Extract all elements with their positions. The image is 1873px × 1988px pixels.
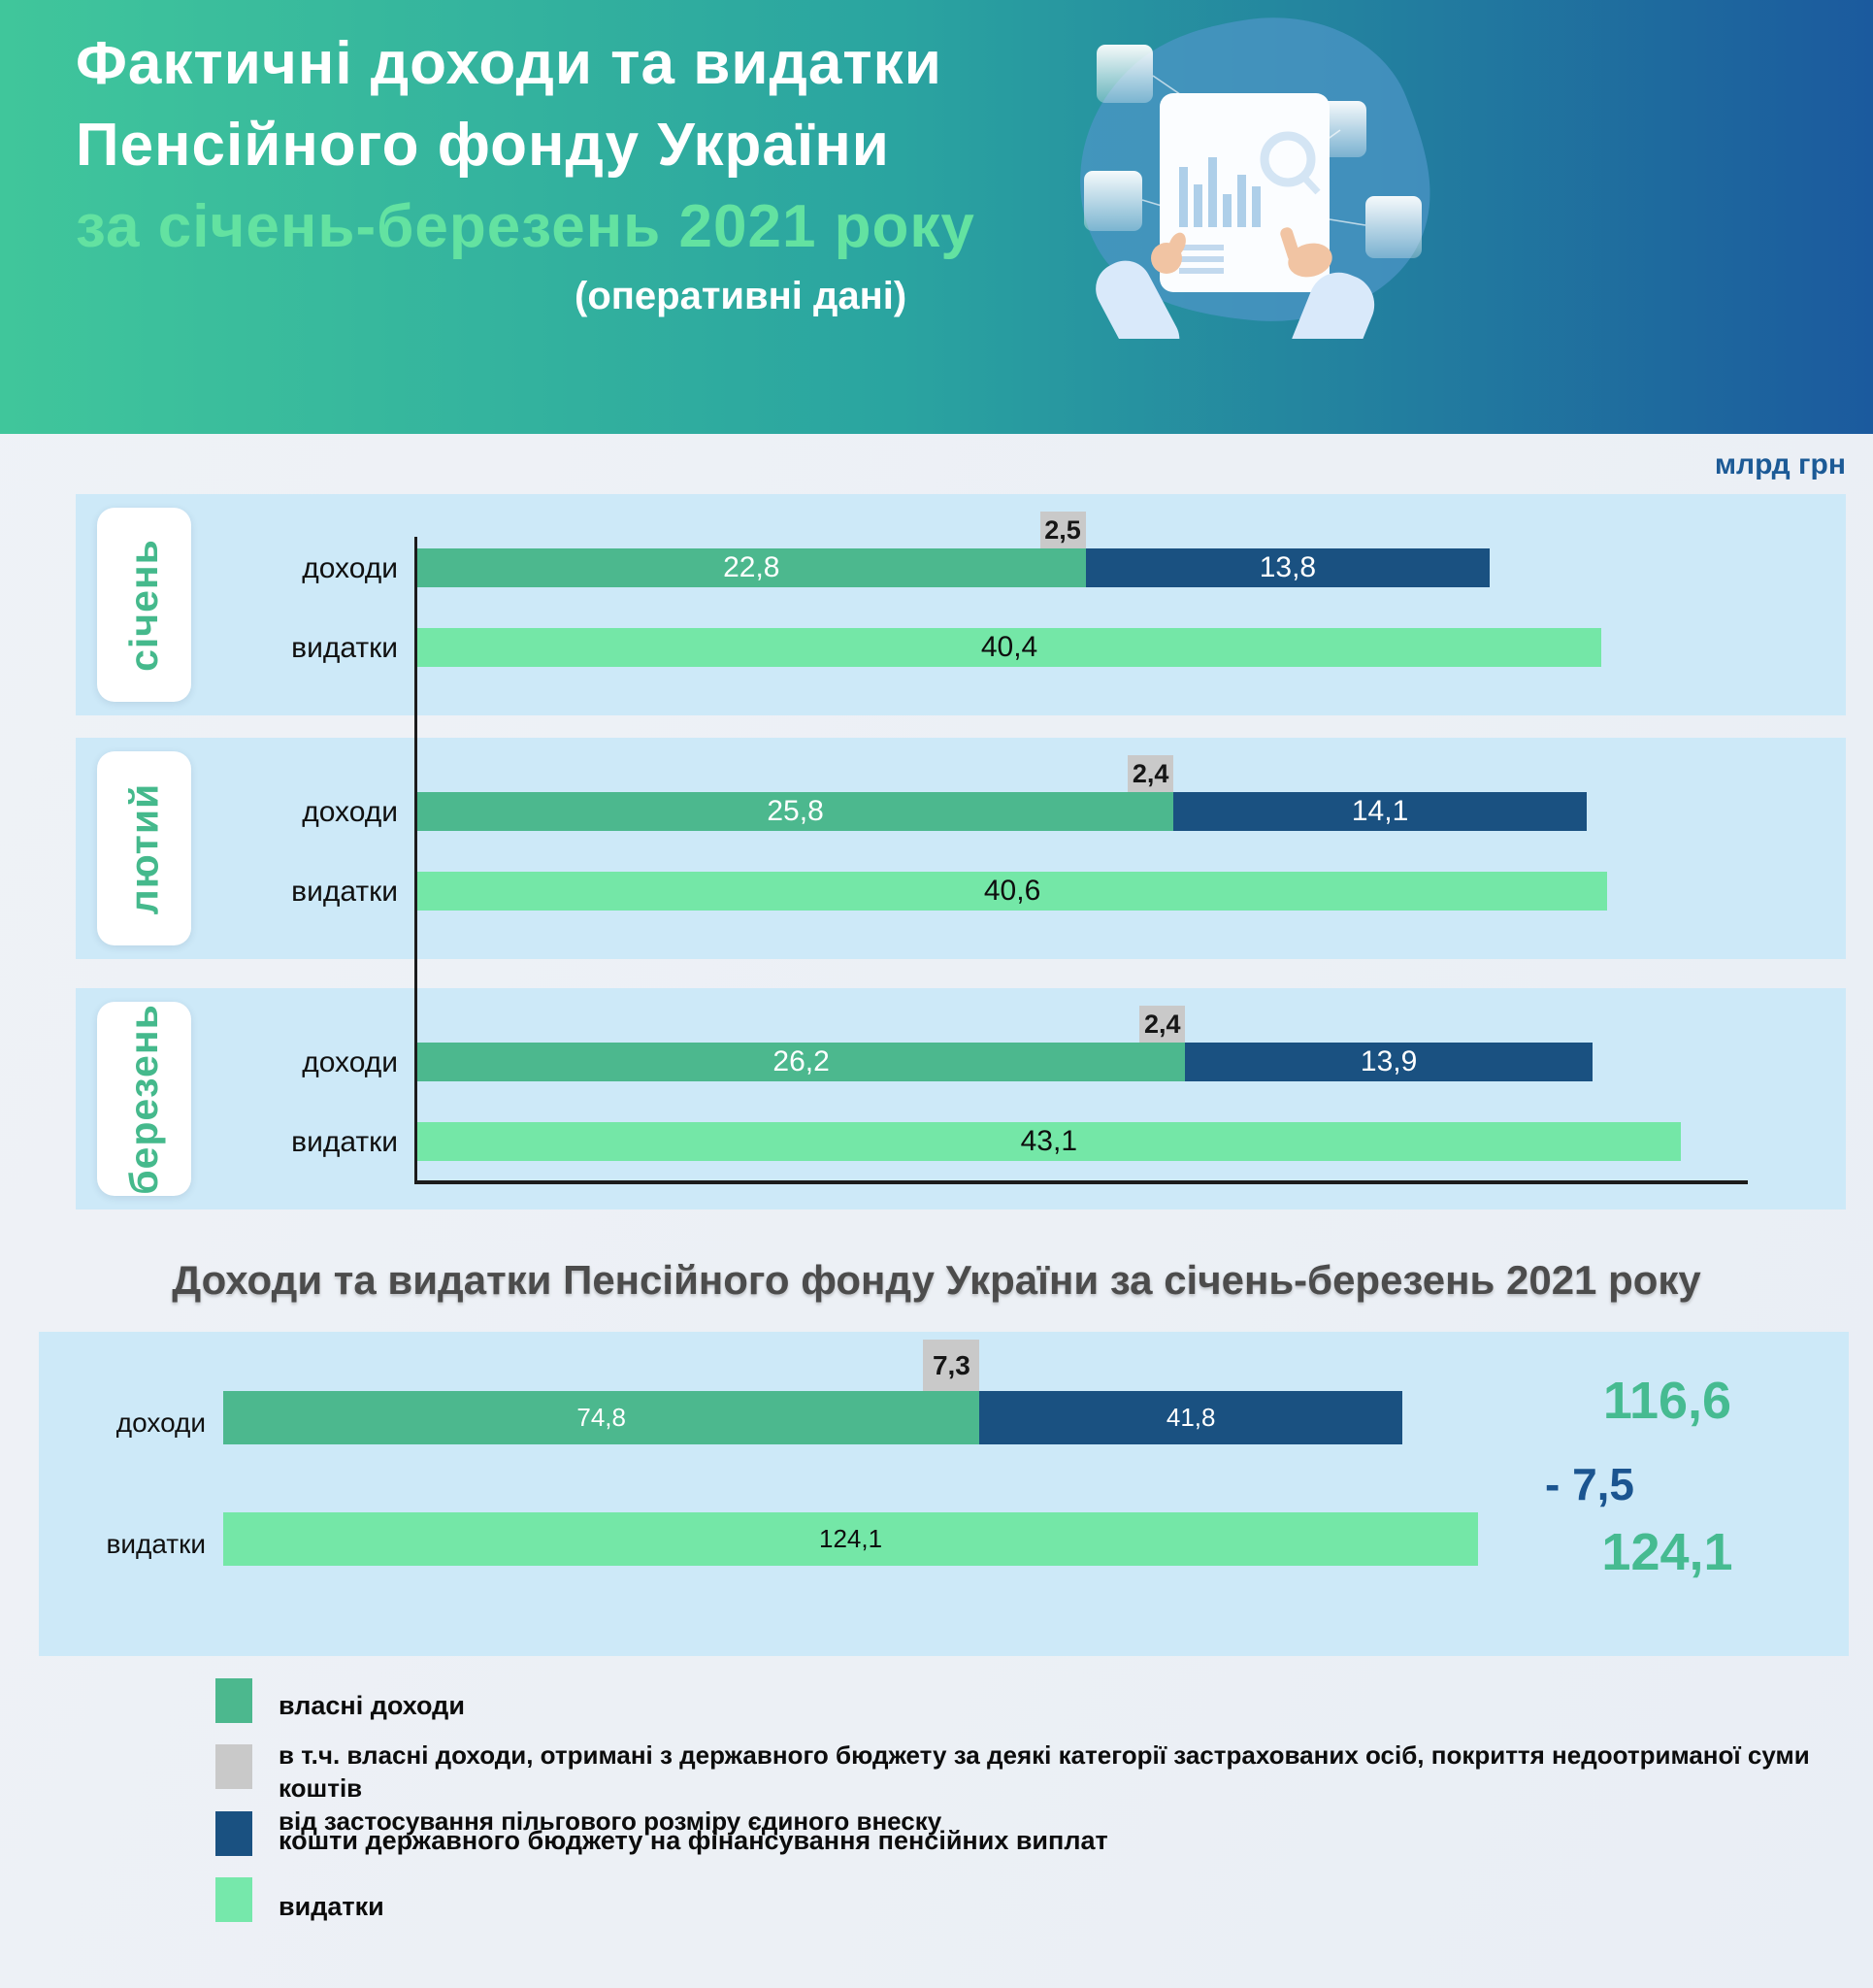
included-tag: 2,4: [1139, 1006, 1186, 1043]
expense-bar: 40,4: [417, 628, 1602, 667]
own-income-value: 22,8: [723, 551, 780, 583]
summary-state-budget-value: 41,8: [1166, 1403, 1216, 1432]
own-income-value: 26,2: [772, 1045, 830, 1077]
month-label-box: березень: [97, 1002, 191, 1196]
included-tag: 2,4: [1128, 755, 1174, 792]
card-icon: [1365, 196, 1422, 258]
state-budget-value: 13,9: [1360, 1045, 1418, 1077]
month-panel-february: лютий доходи видатки 2,4 25,8 14,1 40,6: [76, 738, 1846, 959]
right-hand-icon: [1280, 227, 1375, 339]
state-budget-bar: 13,8: [1085, 548, 1491, 587]
month-label: березень: [121, 1003, 166, 1195]
summary-included-tag: 7,3: [923, 1340, 980, 1391]
card-icon: [1084, 171, 1142, 231]
included-tag: 2,5: [1039, 512, 1086, 548]
income-total-value: 116,6: [1602, 1372, 1732, 1430]
page-title-line1: Фактичні доходи та видатки: [76, 30, 942, 97]
summary-included-tag-value: 7,3: [932, 1349, 970, 1380]
month-panel-january: січень доходи видатки 2,5 22,8 13,8 40,4: [76, 494, 1846, 715]
state-budget-value: 14,1: [1351, 795, 1409, 827]
own-income-bar: 26,2: [417, 1043, 1186, 1081]
state-budget-bar: 13,9: [1185, 1043, 1593, 1081]
summary-expense-bar: 124,1: [223, 1512, 1479, 1566]
expense-total-value: 124,1: [1601, 1523, 1733, 1581]
legend-swatch-expense: [215, 1877, 252, 1922]
summary-own-income-bar: 74,8: [223, 1391, 980, 1444]
own-income-bar: 25,8: [417, 792, 1174, 831]
own-income-bar: 22,8: [417, 548, 1086, 587]
summary-expense-label: видатки: [106, 1529, 206, 1559]
legend-swatch-own-income: [215, 1678, 252, 1723]
included-tag-value: 2,4: [1143, 1009, 1181, 1039]
included-tag-value: 2,4: [1132, 758, 1169, 788]
month-label-box: лютий: [97, 751, 191, 945]
summary-state-budget-bar: 41,8: [979, 1391, 1402, 1444]
expense-value: 40,4: [980, 631, 1038, 663]
legend-label-expense: видатки: [279, 1892, 384, 1921]
month-label-box: січень: [97, 508, 191, 702]
analytics-illustration: [1080, 17, 1430, 339]
page-subtitle: за січень-березень 2021 року: [76, 193, 975, 260]
legend-label-included: в т.ч. власні доходи, отримані з державн…: [279, 1740, 1810, 1836]
expense-row-label: видатки: [291, 876, 398, 908]
income-row-label: доходи: [302, 1046, 398, 1078]
summary-expense-value: 124,1: [819, 1524, 883, 1553]
card-icon: [1097, 45, 1153, 103]
state-budget-bar: 14,1: [1173, 792, 1587, 831]
bar-chart-icon: [1179, 157, 1261, 227]
state-budget-value: 13,8: [1259, 551, 1317, 583]
income-row-label: доходи: [302, 796, 398, 828]
income-row-label: доходи: [302, 552, 398, 584]
expense-bar: 40,6: [417, 872, 1608, 911]
expense-row-label: видатки: [291, 1126, 398, 1158]
expense-row-label: видатки: [291, 632, 398, 664]
summary-panel: доходи видатки 7,3 74,8 41,8 124,1 116,6…: [39, 1332, 1849, 1656]
month-panel-march: березень доходи видатки 2,4 26,2 13,9 43…: [76, 988, 1846, 1209]
x-axis-line: [414, 1180, 1748, 1184]
page-title-line2: Пенсійного фонду України: [76, 112, 890, 179]
expense-bar: 43,1: [417, 1122, 1681, 1161]
text-lines-icon: [1179, 245, 1224, 274]
difference-value: - 7,5: [1544, 1459, 1635, 1509]
expense-value: 40,6: [983, 875, 1041, 907]
header: Фактичні доходи та видатки Пенсійного фо…: [0, 0, 1873, 434]
legend-swatch-state-budget: [215, 1811, 252, 1856]
summary-income-label: доходи: [115, 1408, 206, 1438]
summary-title: Доходи та видатки Пенсійного фонду Украї…: [172, 1257, 1701, 1303]
summary-own-income-value: 74,8: [576, 1403, 626, 1432]
legend-label-own-income: власні доходи: [279, 1691, 465, 1720]
magnifier-icon: [1260, 131, 1321, 195]
legend-swatch-included: [215, 1744, 252, 1789]
y-axis-line: [414, 537, 417, 1184]
included-tag-value: 2,5: [1044, 514, 1081, 545]
operational-data-note: (оперативні дані): [575, 275, 907, 317]
legend-label-state-budget: кошти державного бюджету на фінансування…: [279, 1826, 1108, 1855]
unit-label: млрд грн: [1714, 448, 1846, 480]
expense-value: 43,1: [1020, 1125, 1077, 1157]
own-income-value: 25,8: [767, 795, 824, 827]
left-hand-icon: [1096, 232, 1186, 339]
